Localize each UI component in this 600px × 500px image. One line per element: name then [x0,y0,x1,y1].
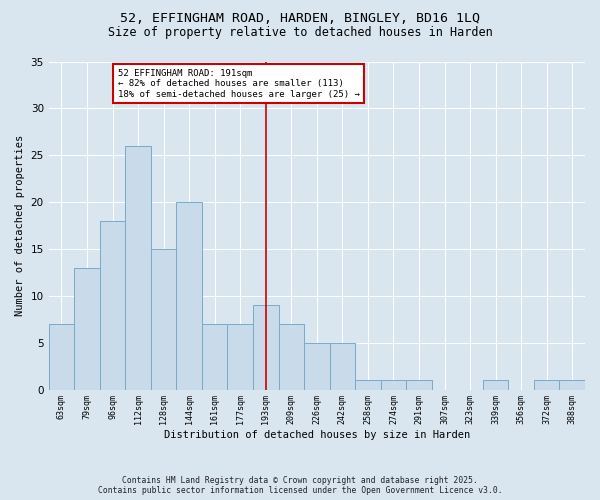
Bar [74,268,100,390]
X-axis label: Distribution of detached houses by size in Harden: Distribution of detached houses by size … [164,430,470,440]
Bar [176,202,202,390]
Text: Size of property relative to detached houses in Harden: Size of property relative to detached ho… [107,26,493,39]
Bar [278,324,304,390]
Bar [227,324,253,390]
Bar [329,342,355,390]
Bar [151,249,176,390]
Bar [406,380,432,390]
Bar [202,324,227,390]
Bar [483,380,508,390]
Bar [125,146,151,390]
Bar [49,324,74,390]
Text: 52 EFFINGHAM ROAD: 191sqm
← 82% of detached houses are smaller (113)
18% of semi: 52 EFFINGHAM ROAD: 191sqm ← 82% of detac… [118,69,359,99]
Text: Contains HM Land Registry data © Crown copyright and database right 2025.
Contai: Contains HM Land Registry data © Crown c… [98,476,502,495]
Bar [534,380,559,390]
Y-axis label: Number of detached properties: Number of detached properties [15,135,25,316]
Bar [253,305,278,390]
Bar [380,380,406,390]
Text: 52, EFFINGHAM ROAD, HARDEN, BINGLEY, BD16 1LQ: 52, EFFINGHAM ROAD, HARDEN, BINGLEY, BD1… [120,12,480,26]
Bar [355,380,380,390]
Bar [304,342,329,390]
Bar [559,380,585,390]
Bar [100,221,125,390]
